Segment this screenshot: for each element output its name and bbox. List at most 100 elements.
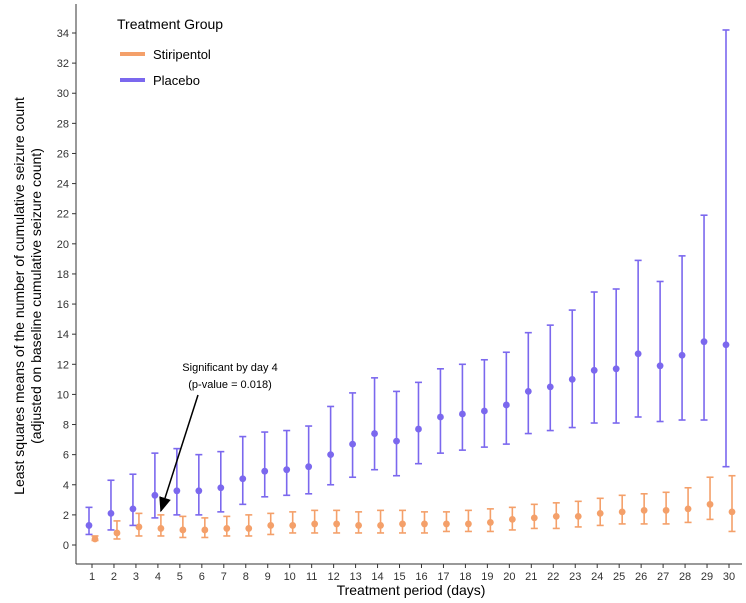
x-tick-label: 12 <box>327 571 339 583</box>
legend: Treatment Group Stiripentol Placebo <box>117 16 223 88</box>
x-axis-title: Treatment period (days) <box>337 582 486 598</box>
data-point <box>618 508 626 516</box>
series-layer <box>85 29 736 543</box>
data-point <box>393 437 400 445</box>
y-tick-label: 18 <box>57 269 69 281</box>
y-axis-title-line2: (adjusted on baseline cumulative seizure… <box>28 148 44 444</box>
x-tick-label: 7 <box>221 571 227 583</box>
x-tick-label: 8 <box>243 571 249 583</box>
data-point <box>371 430 378 437</box>
y-tick-label: 22 <box>57 209 69 221</box>
data-point <box>437 413 444 421</box>
data-point <box>508 516 516 523</box>
y-tick-label: 20 <box>57 239 69 251</box>
y-tick-label: 6 <box>63 450 69 462</box>
y-axis-title: Least squares means of the number of cum… <box>11 97 44 495</box>
data-point <box>590 366 598 374</box>
data-point <box>415 425 422 433</box>
series-placebo <box>85 29 730 536</box>
data-point <box>678 351 686 359</box>
y-tick-label: 16 <box>57 299 69 311</box>
data-point <box>135 523 143 531</box>
y-tick-label: 10 <box>57 389 69 401</box>
x-tick-label: 23 <box>569 571 581 583</box>
data-point <box>443 520 450 528</box>
data-point <box>524 388 532 395</box>
x-tick-label: 26 <box>635 571 647 583</box>
data-point <box>596 509 604 517</box>
data-point <box>201 526 209 534</box>
data-point <box>311 520 319 528</box>
data-point <box>173 487 181 495</box>
x-tick-label: 1 <box>89 571 95 583</box>
x-tick-label: 29 <box>701 571 713 583</box>
data-point <box>480 407 488 415</box>
data-point <box>640 506 648 514</box>
data-point <box>662 506 670 514</box>
x-tick-label: 6 <box>199 571 205 583</box>
data-point <box>574 512 582 520</box>
data-point <box>700 338 708 346</box>
annotation-line1: Significant by day 4 <box>182 362 277 374</box>
y-tick-label: 26 <box>57 148 69 160</box>
y-tick-label: 28 <box>57 118 69 130</box>
x-tick-label: 16 <box>415 571 427 583</box>
x-tick-label: 21 <box>525 571 537 583</box>
y-axis-title-line1: Least squares means of the number of cum… <box>11 97 27 495</box>
data-point <box>728 508 736 516</box>
data-point <box>568 375 576 383</box>
data-point <box>217 484 225 492</box>
data-point <box>684 505 692 513</box>
y-tick-label: 32 <box>57 58 69 70</box>
y-tick-label: 4 <box>63 480 69 492</box>
data-point <box>289 522 297 529</box>
legend-label-placebo: Placebo <box>153 73 200 88</box>
data-point <box>179 526 187 534</box>
x-tick-label: 10 <box>284 571 296 583</box>
data-point <box>261 467 269 475</box>
x-tick-label: 11 <box>306 571 317 583</box>
data-point <box>157 525 165 532</box>
y-tick-label: 24 <box>57 179 69 191</box>
data-point <box>486 519 494 526</box>
data-point <box>355 522 362 529</box>
data-point <box>459 410 466 418</box>
data-point <box>722 341 730 349</box>
data-point <box>377 522 384 529</box>
data-point <box>465 520 472 528</box>
y-tick-label: 30 <box>57 88 69 100</box>
x-ticks: 1 2 3 4 5 6 7 8 9 10 11 12 13 14 15 16 17 18 19 20 21 22 23 24 2… <box>89 564 735 583</box>
data-point <box>195 487 203 495</box>
legend-label-stiripentol: Stiripentol <box>153 47 211 62</box>
data-point <box>223 525 231 532</box>
data-point <box>399 520 406 528</box>
data-point <box>85 522 93 529</box>
series-stiripentol <box>91 474 736 543</box>
data-point <box>283 466 291 474</box>
x-tick-label: 9 <box>265 571 271 583</box>
data-point <box>333 520 341 528</box>
data-point <box>656 362 664 370</box>
data-point <box>552 512 560 520</box>
x-tick-label: 15 <box>393 571 405 583</box>
y-tick-label: 0 <box>63 540 69 552</box>
data-point <box>327 451 335 459</box>
data-point <box>612 365 620 373</box>
x-tick-label: 4 <box>155 571 161 583</box>
data-point <box>91 535 99 543</box>
y-tick-label: 34 <box>57 28 69 40</box>
x-tick-label: 30 <box>723 571 735 583</box>
y-tick-label: 2 <box>63 510 69 522</box>
data-point <box>129 505 137 513</box>
data-point <box>113 529 121 537</box>
x-tick-label: 3 <box>133 571 139 583</box>
data-point <box>634 350 642 358</box>
x-tick-label: 22 <box>547 571 559 583</box>
x-tick-label: 25 <box>613 571 625 583</box>
data-point <box>151 491 159 499</box>
x-tick-label: 2 <box>111 571 117 583</box>
data-point <box>267 522 275 529</box>
x-tick-label: 17 <box>437 571 449 583</box>
data-point <box>107 509 115 517</box>
